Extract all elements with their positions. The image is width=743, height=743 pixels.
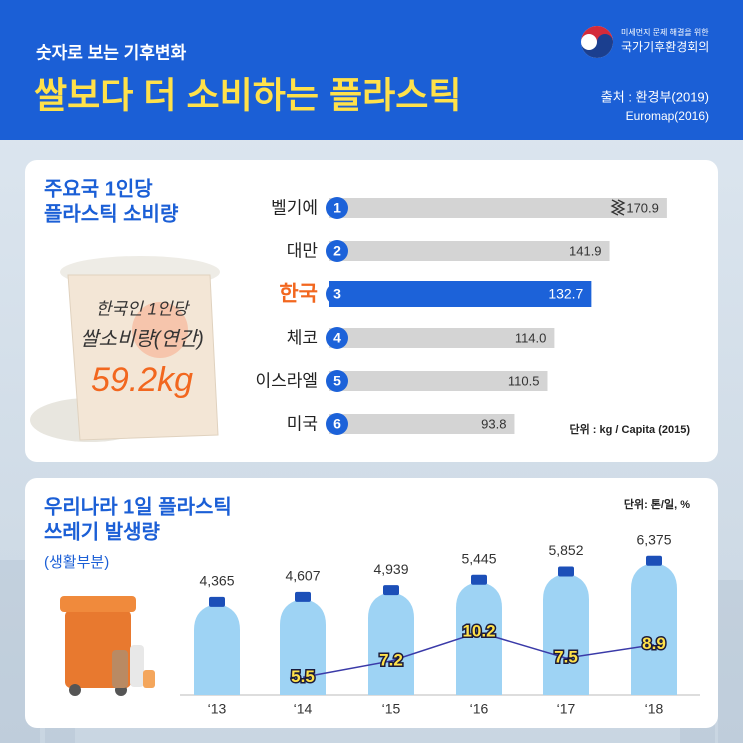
- bar-value: 141.9: [569, 243, 602, 258]
- axis-break: [610, 199, 626, 216]
- x-tick-label: ‘13: [208, 701, 227, 717]
- rank: 4: [333, 330, 341, 346]
- rank: 5: [333, 373, 341, 389]
- org-name: 국가기후환경회의: [621, 40, 709, 54]
- bar-value: 4,365: [199, 573, 234, 589]
- bottle-cap: [209, 596, 225, 607]
- x-tick-label: ‘18: [645, 701, 664, 717]
- bar: [329, 241, 610, 261]
- org-line: 미세먼지 문제 해결을 위한: [621, 27, 709, 37]
- bar-value: 4,939: [373, 561, 408, 577]
- rank: 3: [333, 286, 341, 302]
- rank-badge: [326, 413, 348, 435]
- rice-bag: [30, 256, 220, 442]
- chart-title: 주요국 1인당: [44, 177, 153, 200]
- bar: [329, 371, 548, 391]
- bottle-cap: [471, 574, 487, 585]
- bar-value: 6,375: [636, 531, 671, 547]
- category-label: 이스라엘: [255, 371, 318, 390]
- bottle-cap: [383, 585, 399, 596]
- bar: [329, 281, 592, 307]
- bar-value: 132.7: [548, 286, 583, 302]
- category-label: 체코: [287, 328, 318, 347]
- source: Euromap(2016): [626, 109, 709, 123]
- rank-badge: [326, 370, 348, 392]
- rank-badge: [326, 283, 348, 305]
- bottle-cap: [558, 566, 574, 577]
- chart-title: 우리나라 1일 플라스틱: [44, 495, 232, 518]
- logo: [581, 26, 613, 58]
- bar: [329, 414, 515, 434]
- trash-bin: [60, 596, 155, 696]
- rank: 6: [333, 416, 341, 432]
- bottle-cap: [295, 591, 311, 602]
- category-label: 한국: [279, 283, 318, 306]
- bottle: [631, 564, 677, 695]
- rate-label: 7.5: [554, 648, 578, 667]
- bar-value: 5,445: [461, 550, 496, 566]
- bottle: [280, 600, 326, 695]
- rank: 1: [333, 200, 341, 216]
- bar-value: 110.5: [508, 373, 540, 388]
- rice-value: 59.2kg: [91, 361, 193, 399]
- unit-label: 단위: 톤/일, %: [624, 497, 690, 511]
- bar: [329, 328, 555, 348]
- category-label: 벨기에: [271, 198, 318, 217]
- rate-label: 10.2: [462, 622, 495, 641]
- rank-badge: [326, 240, 348, 262]
- bar-value: 93.8: [481, 416, 506, 431]
- rate-label: 8.9: [642, 634, 666, 653]
- rice-label: 한국인 1인당: [96, 299, 191, 318]
- x-tick-label: ‘15: [382, 701, 401, 717]
- rank: 2: [333, 243, 341, 259]
- rank-badge: [326, 327, 348, 349]
- bottle: [543, 575, 589, 695]
- bar-value: 4,607: [285, 568, 320, 584]
- rank-badge: [326, 197, 348, 219]
- bar-value: 5,852: [548, 542, 583, 558]
- header-title: 쌀보다 더 소비하는 플라스틱: [34, 75, 461, 116]
- chart-title: 쓰레기 발생량: [44, 520, 161, 543]
- rice-label: 쌀소비량(연간): [80, 328, 204, 350]
- header-band: [0, 0, 743, 140]
- x-tick-label: ‘17: [557, 701, 576, 717]
- x-tick-label: ‘16: [470, 701, 489, 717]
- bottle: [456, 583, 502, 695]
- bar-value: 170.9: [626, 200, 659, 215]
- rate-line: [302, 631, 655, 679]
- bottle: [194, 605, 240, 695]
- bar: [329, 198, 667, 218]
- x-tick-label: ‘14: [294, 701, 313, 717]
- kicker: 숫자로 보는 기후변화: [36, 42, 187, 62]
- unit-label: 단위 : kg / Capita (2015): [570, 422, 691, 436]
- rate-label: 5.5: [291, 667, 315, 686]
- bottle: [368, 594, 414, 695]
- category-label: 대만: [287, 241, 319, 260]
- bar-value: 114.0: [515, 330, 547, 345]
- rate-label: 7.2: [379, 650, 403, 669]
- chart-subtitle: (생활부분): [44, 554, 109, 571]
- category-label: 미국: [287, 414, 318, 433]
- bottle-cap: [646, 555, 662, 566]
- source: 출처 : 환경부(2019): [601, 89, 709, 104]
- chart-title: 플라스틱 소비량: [44, 202, 179, 225]
